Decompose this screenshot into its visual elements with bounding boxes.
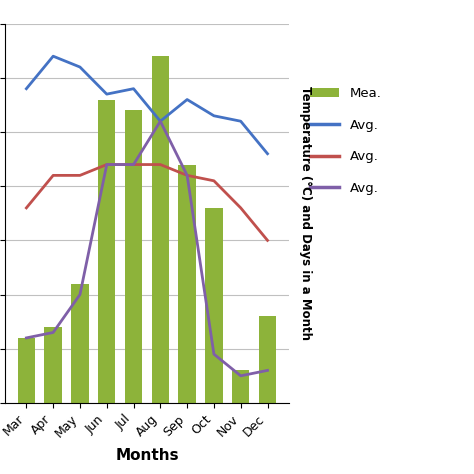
Bar [71, 284, 89, 403]
Bar [205, 208, 223, 403]
Bar [232, 370, 249, 403]
Bar [152, 56, 169, 403]
Bar [259, 316, 276, 403]
X-axis label: Months: Months [115, 448, 179, 464]
Legend: Mea., Avg., Avg., Avg.: Mea., Avg., Avg., Avg. [310, 87, 382, 195]
Bar [125, 110, 142, 403]
Bar [178, 164, 196, 403]
Text: Temperature (°C) and Days in a Month: Temperature (°C) and Days in a Month [299, 86, 311, 340]
Bar [98, 100, 116, 403]
Bar [45, 327, 62, 403]
Bar [18, 338, 35, 403]
